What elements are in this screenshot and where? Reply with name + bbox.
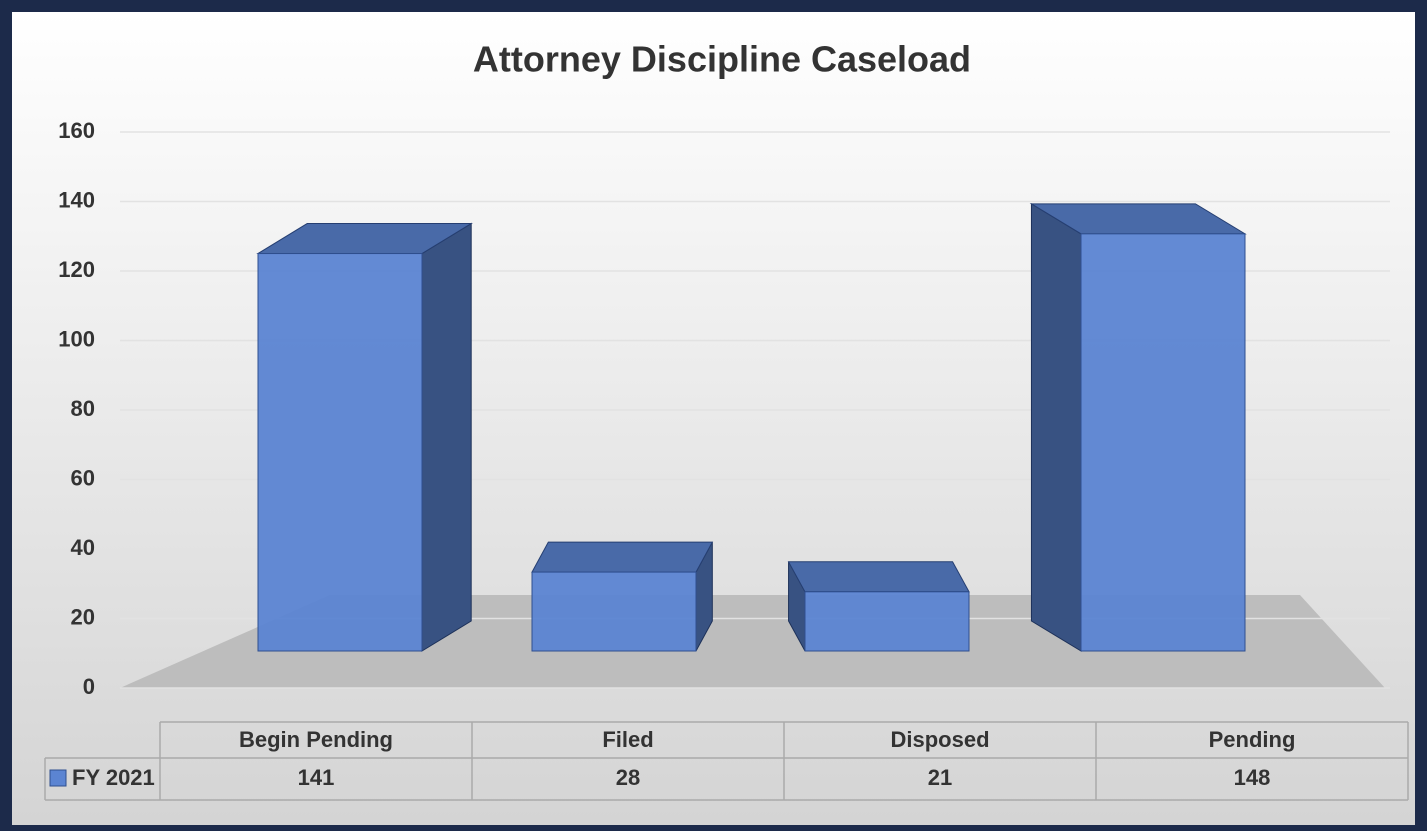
bar-side <box>421 222 472 652</box>
bar <box>257 253 423 652</box>
y-tick-label: 0 <box>83 674 95 699</box>
y-tick-label: 140 <box>58 187 95 212</box>
category-label: Begin Pending <box>239 727 393 752</box>
table-value: 28 <box>616 765 640 790</box>
y-tick-label: 100 <box>58 326 95 351</box>
table-value: 148 <box>1234 765 1271 790</box>
bar <box>531 571 697 652</box>
table-value: 21 <box>928 765 952 790</box>
y-tick-label: 80 <box>71 396 95 421</box>
bar <box>804 591 970 652</box>
bar <box>1080 233 1246 652</box>
category-label: Pending <box>1209 727 1296 752</box>
bar-top <box>787 561 970 593</box>
y-tick-label: 120 <box>58 257 95 282</box>
table-value: 141 <box>298 765 335 790</box>
y-tick-label: 40 <box>71 535 95 560</box>
bar-top <box>531 541 714 573</box>
y-tick-label: 160 <box>58 118 95 143</box>
category-label: Filed <box>602 727 653 752</box>
bar-side <box>1030 202 1082 652</box>
category-label: Disposed <box>890 727 989 752</box>
legend-swatch <box>49 769 67 787</box>
y-tick-label: 20 <box>71 604 95 629</box>
chart-title: Attorney Discipline Caseload <box>473 39 971 80</box>
y-tick-label: 60 <box>71 465 95 490</box>
legend-label: FY 2021 <box>72 765 155 790</box>
